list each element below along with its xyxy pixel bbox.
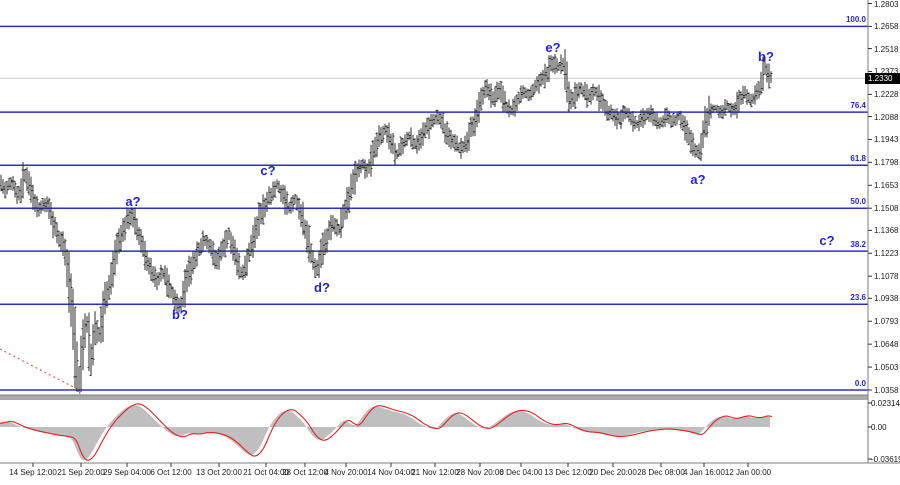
wave-label-c-2[interactable]: c? (260, 163, 276, 178)
price-tick-label: 1.2803 (874, 0, 899, 9)
price-tick-label: 1.1223 (874, 249, 899, 259)
date-tick-label: 4 Jan 16:00 (683, 468, 725, 477)
date-tick-label: 20 Dec 20:00 (589, 468, 637, 477)
wave-label-a-0[interactable]: a? (125, 194, 141, 209)
osc-tick-label: -0.03619 (871, 455, 900, 464)
oscillator-histogram (0, 404, 770, 460)
fib-label-23.6: 23.6 (850, 293, 866, 303)
fib-label-76.4: 76.4 (850, 101, 866, 111)
price-tick-label: 1.0793 (874, 317, 899, 327)
price-tick-label: 1.1368 (874, 226, 899, 236)
date-tick-label: 21 Nov 12:00 (411, 468, 459, 477)
price-tick-label: 1.2088 (874, 112, 899, 122)
fib-label-50.0: 50.0 (850, 197, 866, 207)
wave-label-e-4[interactable]: e? (545, 40, 561, 55)
price-tick-label: 1.0938 (874, 294, 899, 304)
date-tick-label: 12 Jan 00:00 (724, 468, 772, 477)
wave-label-c-7[interactable]: c? (819, 233, 835, 248)
date-tick-label: 14 Nov 04:00 (367, 468, 415, 477)
date-tick-label: 14 Sep 12:00 (9, 468, 57, 477)
osc-tick-label: 0.02314 (871, 399, 900, 408)
price-tick-label: 1.1943 (874, 135, 899, 145)
price-tick-label: 1.2658 (874, 22, 899, 32)
price-tick-label: 1.2373 (874, 67, 899, 77)
price-bars-series (0, 49, 773, 394)
date-tick-label: 28 Dec 08:00 (637, 468, 685, 477)
date-tick-label: 6 Dec 04:00 (499, 468, 543, 477)
date-tick-label: 28 Oct 12:00 (282, 468, 328, 477)
price-tick-label: 1.0503 (874, 363, 899, 373)
date-tick-label: 21 Sep 20:00 (57, 468, 105, 477)
osc-tick-label: 0.00 (871, 423, 887, 432)
fib-label-38.2: 38.2 (850, 240, 866, 250)
price-tick-label: 1.0648 (874, 340, 899, 350)
oscillator-signal-line (0, 403, 773, 461)
current-price-tag: 1.2330 (865, 73, 900, 84)
date-tick-label: 28 Nov 20:00 (456, 468, 504, 477)
date-tick-label: 6 Oct 12:00 (150, 468, 192, 477)
price-tick-label: 1.1078 (874, 272, 899, 282)
fib-label-61.8: 61.8 (850, 154, 866, 164)
wave-label-b-6[interactable]: b? (758, 49, 774, 64)
panel-separator[interactable] (0, 395, 868, 400)
date-tick-label: 13 Oct 20:00 (196, 468, 242, 477)
date-tick-label: 4 Nov 20:00 (324, 468, 368, 477)
wave-label-b-1[interactable]: b? (172, 307, 188, 322)
price-tick-label: 1.2518 (874, 44, 899, 54)
price-tick-label: 1.1798 (874, 158, 899, 168)
date-tick-label: 29 Sep 04:00 (103, 468, 151, 477)
price-tick-label: 1.0358 (874, 386, 899, 395)
descending-trendline[interactable] (0, 348, 82, 392)
date-tick-label: 13 Dec 12:00 (544, 468, 592, 477)
fib-label-0.0: 0.0 (854, 379, 866, 388)
wave-label-d-3[interactable]: d? (314, 280, 330, 295)
date-tick-label: 21 Oct 04:00 (243, 468, 289, 477)
price-tick-label: 1.1653 (874, 181, 899, 191)
wave-label-a-5[interactable]: a? (690, 172, 706, 187)
price-tick-label: 1.2228 (874, 90, 899, 100)
price-tick-label: 1.1508 (874, 204, 899, 214)
fib-label-100.0: 100.0 (845, 15, 866, 25)
